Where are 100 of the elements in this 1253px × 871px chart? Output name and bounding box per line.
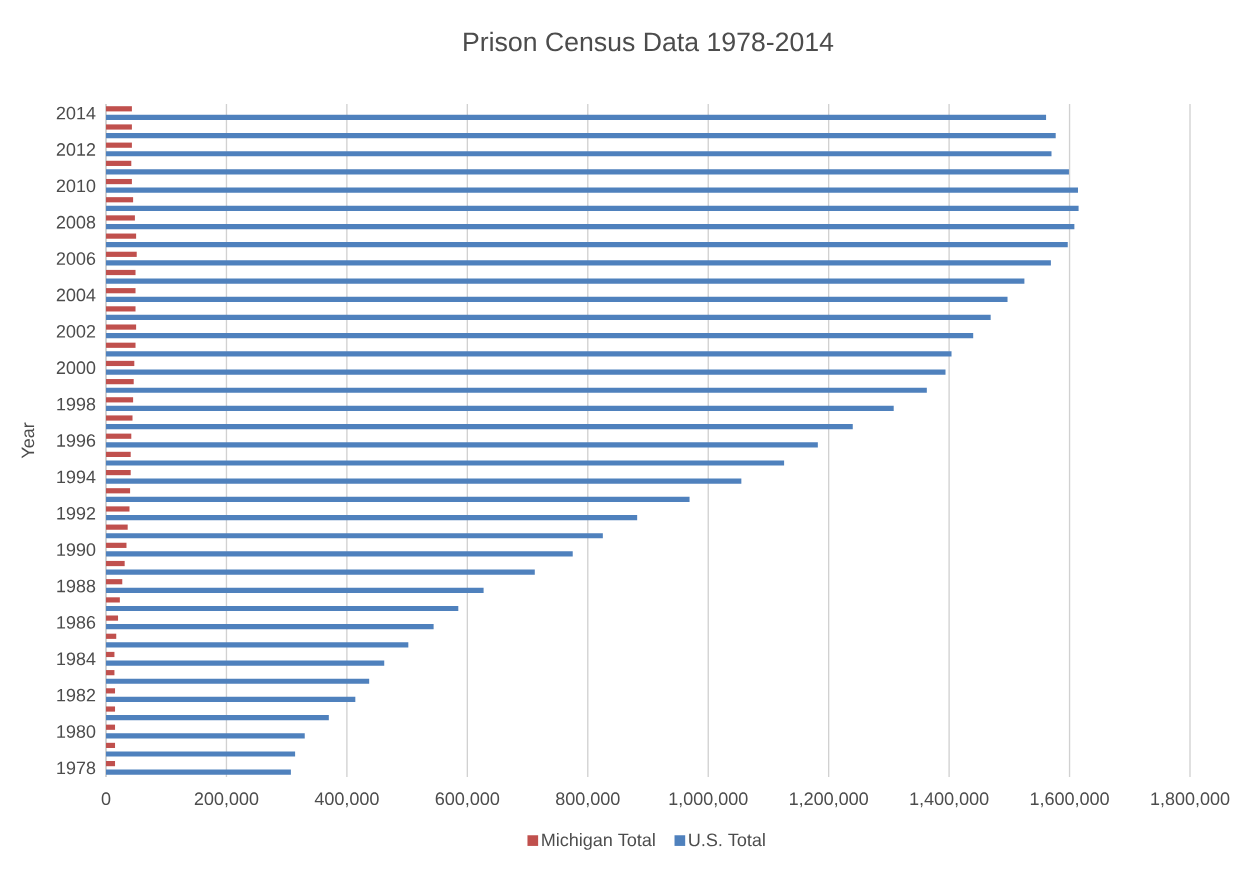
bar	[106, 706, 116, 712]
bar	[106, 651, 115, 658]
x-tick-label: 1,000,000	[669, 792, 748, 808]
y-tick-label: 2008	[56, 215, 96, 229]
bar	[106, 178, 132, 185]
y-tick-label: 2000	[56, 361, 96, 375]
y-tick-label: 2012	[56, 143, 96, 156]
y-tick-label: 2014	[56, 106, 96, 120]
y-axis-title: Year	[21, 422, 35, 459]
bar	[106, 233, 137, 239]
bar	[106, 506, 130, 512]
bar	[106, 369, 946, 375]
bar	[106, 460, 785, 466]
legend-label: U.S. Total	[689, 833, 765, 847]
x-tick-label: 1,800,000	[1151, 792, 1230, 808]
bar	[106, 288, 136, 294]
bar	[106, 542, 127, 548]
bar	[106, 551, 573, 557]
bar	[106, 169, 1069, 175]
bar	[106, 624, 434, 630]
bar	[106, 715, 329, 721]
bar	[106, 524, 128, 530]
bar	[106, 605, 459, 612]
bar	[106, 333, 974, 339]
bar	[106, 751, 296, 757]
bar	[106, 197, 134, 203]
bar	[106, 405, 894, 412]
bar	[106, 488, 131, 494]
bar	[106, 451, 131, 457]
y-tick-label: 1984	[57, 652, 96, 666]
bar	[106, 306, 136, 312]
bar	[106, 132, 1056, 139]
bar	[106, 433, 132, 439]
y-tick-label: 1986	[57, 616, 96, 629]
bar	[106, 442, 818, 448]
bar	[106, 560, 125, 567]
y-tick-label: 1994	[57, 470, 96, 484]
bar	[106, 733, 305, 739]
y-tick-label: 2010	[56, 179, 96, 193]
bar	[106, 424, 853, 430]
bar	[106, 106, 132, 112]
bar	[106, 496, 690, 502]
y-tick-label: 1988	[57, 579, 96, 593]
bar	[106, 205, 1079, 211]
bar	[106, 633, 117, 639]
bar	[106, 342, 136, 348]
x-tick-label: 400,000	[314, 792, 379, 808]
bar	[106, 324, 137, 330]
x-tick-label: 800,000	[556, 792, 620, 808]
x-tick-label: 0	[101, 792, 111, 806]
y-tick-label: 1996	[57, 434, 96, 447]
y-tick-label: 1990	[57, 543, 96, 556]
bar	[106, 769, 291, 775]
y-tick-label: 2006	[56, 252, 96, 265]
bar	[106, 387, 927, 393]
bar	[106, 360, 135, 367]
bar	[106, 351, 952, 357]
y-tick-label: 1980	[57, 725, 96, 738]
bar	[106, 761, 116, 767]
bar	[106, 579, 123, 585]
bar	[106, 615, 119, 621]
x-tick-label: 1,600,000	[1030, 792, 1109, 808]
y-tick-label: 1978	[57, 761, 96, 775]
bar	[106, 478, 742, 484]
bar	[106, 142, 132, 148]
legend-label: Michigan Total	[542, 833, 655, 850]
bar	[106, 124, 132, 130]
bar	[106, 670, 115, 676]
y-tick-label: 2002	[56, 325, 96, 338]
bar	[106, 242, 1068, 248]
bar	[106, 223, 1075, 230]
y-tick-label: 1982	[57, 688, 96, 702]
x-tick-label: 200,000	[194, 792, 259, 808]
bar	[106, 660, 385, 666]
bar	[106, 724, 116, 730]
bar	[106, 215, 135, 221]
bar	[106, 533, 603, 539]
bar	[106, 296, 1008, 302]
bar	[106, 415, 133, 421]
y-tick-label: 1998	[57, 397, 96, 411]
x-tick-label: 1,200,000	[790, 792, 868, 808]
bar	[106, 688, 116, 694]
bar	[106, 269, 136, 276]
bar	[106, 114, 1047, 120]
bar	[106, 151, 1052, 157]
bar	[106, 569, 535, 575]
bar	[106, 597, 120, 603]
bar	[106, 469, 131, 476]
bar	[106, 678, 370, 684]
bar	[106, 160, 132, 166]
bar	[106, 642, 409, 648]
bar	[106, 314, 991, 321]
bar	[106, 251, 137, 257]
bar	[106, 514, 638, 521]
y-tick-label: 1992	[57, 506, 96, 520]
bar	[106, 397, 134, 403]
bar	[106, 587, 484, 593]
bar	[106, 379, 134, 385]
bar	[106, 696, 356, 703]
chart-title: Prison Census Data 1978-2014	[464, 31, 834, 52]
